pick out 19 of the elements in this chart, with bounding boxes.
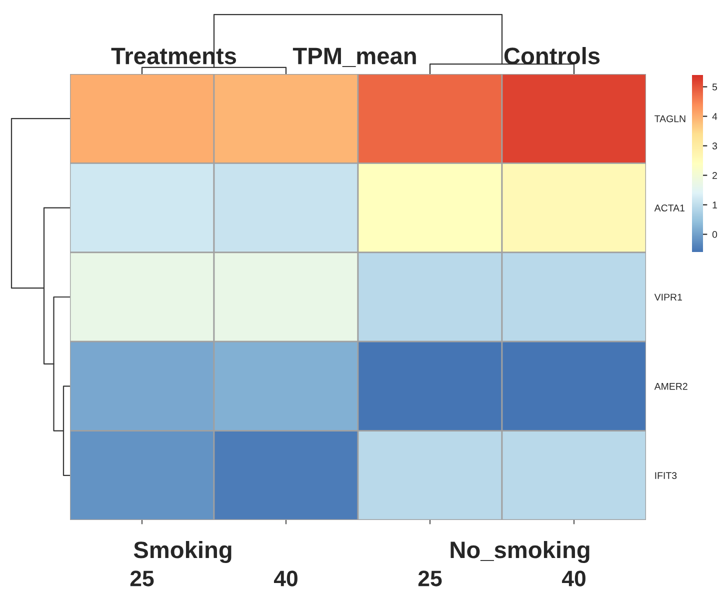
text: TPM_mean — [292, 48, 416, 67]
text: Smoking — [134, 540, 232, 564]
y-tick-label: IFIT3 — [655, 472, 677, 480]
text: No_smoking — [450, 540, 590, 564]
x-tick-label: 40 — [274, 570, 298, 586]
color-bar-label: 0 — [712, 231, 718, 238]
y-tick-label: TAGLN — [654, 115, 686, 122]
color-bar-label: 2 — [712, 172, 717, 179]
x-tick-label: 25 — [418, 570, 442, 586]
x-tick-label: 40 — [562, 570, 586, 586]
color-bar-label: 5 — [712, 84, 718, 90]
color-bar-label: 1 — [712, 202, 717, 208]
y-tick-label: VIPR1 — [654, 294, 682, 301]
y-tick-label: ACTA1 — [654, 204, 684, 212]
y-tick-label: AMER2 — [654, 382, 688, 390]
color-bar-label: 4 — [712, 113, 718, 120]
x-tick-label: 25 — [130, 570, 154, 586]
color-bar-label: 3 — [712, 142, 718, 150]
text: Controls — [504, 46, 600, 64]
